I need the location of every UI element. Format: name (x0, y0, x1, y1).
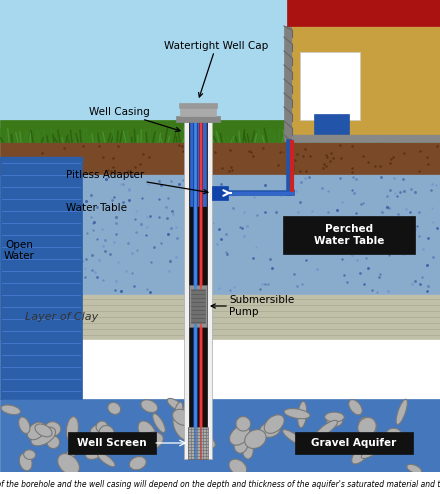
Ellipse shape (315, 420, 337, 437)
Ellipse shape (349, 400, 362, 415)
Ellipse shape (203, 434, 215, 448)
Ellipse shape (108, 403, 121, 414)
Ellipse shape (58, 453, 79, 475)
Ellipse shape (85, 441, 110, 459)
Ellipse shape (407, 464, 422, 474)
Ellipse shape (175, 402, 183, 418)
Ellipse shape (396, 399, 407, 424)
Bar (295, 432, 413, 454)
Ellipse shape (66, 416, 78, 442)
Bar (193, 106, 197, 459)
Ellipse shape (282, 430, 304, 445)
Ellipse shape (27, 422, 45, 440)
Text: Pitless Adapter: Pitless Adapter (66, 170, 208, 194)
Ellipse shape (24, 450, 36, 459)
Ellipse shape (359, 417, 377, 434)
Ellipse shape (1, 405, 21, 414)
Bar (287, 0, 440, 26)
Ellipse shape (356, 427, 369, 445)
Bar (0, 0, 440, 120)
Bar (191, 289, 205, 323)
Ellipse shape (284, 409, 310, 419)
Ellipse shape (18, 417, 30, 434)
Bar (0, 174, 440, 294)
Bar (0, 120, 440, 142)
Ellipse shape (361, 442, 385, 458)
Bar (284, 142, 292, 174)
Ellipse shape (194, 417, 203, 429)
Ellipse shape (358, 417, 376, 436)
Ellipse shape (295, 441, 307, 452)
Ellipse shape (90, 425, 106, 441)
Ellipse shape (260, 422, 280, 437)
Bar (212, 186, 228, 200)
Ellipse shape (245, 430, 266, 449)
Ellipse shape (45, 422, 61, 436)
Ellipse shape (326, 413, 343, 426)
Bar (68, 432, 156, 454)
Bar (179, 103, 217, 108)
Bar (300, 52, 360, 120)
Ellipse shape (96, 421, 108, 433)
Ellipse shape (153, 413, 165, 433)
Bar (0, 142, 440, 174)
Ellipse shape (325, 412, 344, 422)
Bar (199, 106, 202, 459)
Ellipse shape (141, 400, 158, 412)
Bar (283, 216, 415, 254)
Bar (176, 116, 220, 122)
Bar (292, 26, 440, 134)
Bar (190, 122, 206, 206)
Ellipse shape (234, 436, 248, 453)
Ellipse shape (172, 410, 193, 425)
Ellipse shape (297, 402, 307, 428)
Ellipse shape (129, 456, 146, 470)
Text: Submersible
Pump: Submersible Pump (211, 295, 294, 317)
Bar (194, 106, 196, 459)
Bar (199, 106, 201, 459)
Ellipse shape (264, 415, 284, 433)
Ellipse shape (167, 398, 184, 411)
Bar (189, 285, 207, 327)
Text: Well Casing: Well Casing (89, 107, 180, 131)
Ellipse shape (31, 427, 55, 446)
Ellipse shape (99, 425, 114, 442)
Ellipse shape (229, 459, 247, 475)
Ellipse shape (138, 421, 156, 443)
Ellipse shape (47, 436, 59, 449)
Text: Layer of Clay: Layer of Clay (25, 312, 98, 322)
Ellipse shape (352, 433, 374, 450)
Bar (180, 106, 216, 116)
Bar (0, 0, 440, 174)
Ellipse shape (173, 414, 191, 440)
Text: Water Table: Water Table (66, 203, 127, 213)
Text: Watertight Well Cap: Watertight Well Cap (164, 41, 268, 97)
Bar (292, 134, 440, 142)
Ellipse shape (97, 453, 115, 467)
Text: Figure 3. The depth of the borehole and the well casing will depend on the depth: Figure 3. The depth of the borehole and … (0, 480, 440, 489)
Text: Open
Water: Open Water (4, 240, 35, 261)
Ellipse shape (62, 449, 77, 463)
Text: Perched
Water Table: Perched Water Table (314, 224, 384, 246)
Ellipse shape (35, 424, 52, 437)
Bar (188, 427, 208, 459)
Ellipse shape (385, 428, 403, 446)
Bar (0, 162, 82, 399)
Ellipse shape (236, 416, 251, 431)
Ellipse shape (242, 441, 253, 459)
Bar (0, 294, 440, 339)
Ellipse shape (352, 442, 372, 464)
Text: Well Screen: Well Screen (77, 438, 147, 448)
Ellipse shape (136, 432, 163, 452)
Ellipse shape (19, 453, 32, 471)
Bar (189, 122, 207, 459)
Ellipse shape (89, 445, 101, 456)
Bar (0, 399, 440, 474)
Text: Gravel Aquifer: Gravel Aquifer (312, 438, 396, 448)
Bar (314, 114, 349, 134)
Text: Figure 3. The depth of the borehole and the well casing will depend on the depth: Figure 3. The depth of the borehole and … (7, 474, 433, 494)
Ellipse shape (230, 426, 249, 445)
Bar (184, 122, 212, 459)
Bar (284, 26, 292, 142)
